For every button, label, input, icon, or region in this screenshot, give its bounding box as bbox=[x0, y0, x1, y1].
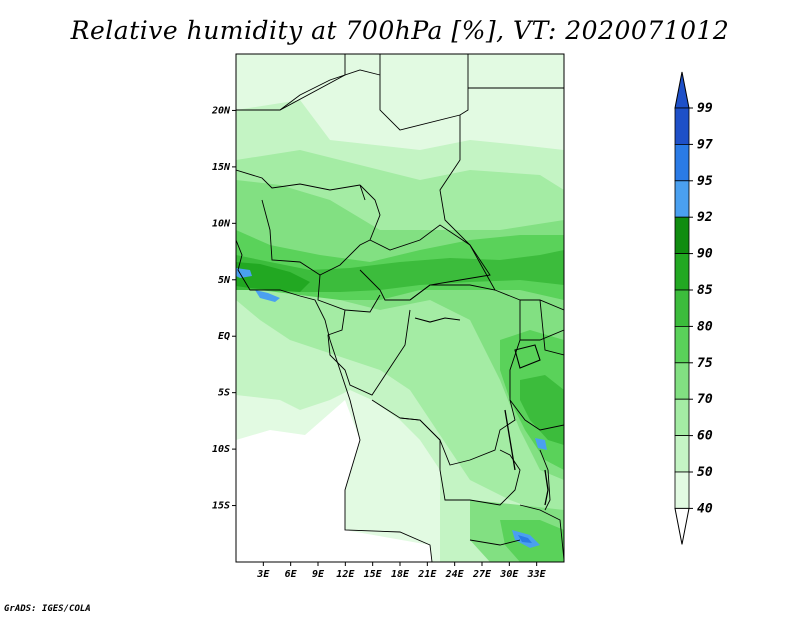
lat-tick-label: 10N bbox=[212, 218, 231, 229]
colorbar-label: 80 bbox=[697, 319, 713, 334]
border-nigeria bbox=[261, 199, 371, 276]
humidity-patch-95-lake bbox=[535, 438, 547, 450]
colorbar-label: 92 bbox=[697, 210, 713, 225]
border-tanzania bbox=[509, 399, 564, 431]
border-congo bbox=[327, 309, 411, 396]
colorbar-label: 50 bbox=[697, 465, 713, 480]
colorbar-bottom-arrow bbox=[674, 507, 690, 545]
lake-tanganyika bbox=[504, 409, 516, 471]
colorbar-segment bbox=[674, 253, 690, 291]
lon-tick-label: 3E bbox=[256, 569, 270, 580]
river-congo bbox=[414, 317, 461, 323]
humidity-patch-97-south bbox=[518, 535, 532, 543]
lon-tick-label: 12E bbox=[336, 569, 355, 580]
border-sahara bbox=[236, 54, 346, 111]
colorbar-segment bbox=[674, 143, 690, 182]
grads-credit: GrADS: IGES/COLA bbox=[4, 604, 91, 614]
humidity-field bbox=[236, 54, 564, 562]
lat-tick-label: 20N bbox=[211, 105, 231, 116]
colorbar-segment bbox=[674, 180, 690, 218]
lat-tick-label: 15S bbox=[212, 501, 230, 512]
colorbar-label: 60 bbox=[697, 429, 713, 444]
lon-tick-label: 33E bbox=[527, 569, 547, 580]
border-malawi bbox=[539, 449, 551, 511]
humidity-region-85 bbox=[236, 262, 310, 292]
colorbar-segment bbox=[674, 398, 690, 437]
border-zimbabwe bbox=[469, 539, 521, 546]
lon-tick-label: 6E bbox=[285, 569, 298, 580]
colorbar-label: 97 bbox=[697, 137, 713, 152]
lat-tick-label: 5N bbox=[218, 275, 231, 286]
border-west-coast bbox=[236, 239, 351, 401]
colorbar-segment bbox=[674, 471, 690, 509]
lat-tick-label: 5S bbox=[218, 388, 230, 399]
lon-tick-label: 21E bbox=[417, 569, 437, 580]
colorbar-label: 70 bbox=[697, 392, 713, 407]
lon-axis: 3E 6E 9E 12E 15E 18E 21E 24E 27E 30E 33E bbox=[256, 562, 547, 580]
lon-tick-label: 30E bbox=[499, 569, 519, 580]
lat-tick-label: 10S bbox=[212, 444, 230, 455]
lat-tick-label: 15N bbox=[212, 162, 231, 173]
colorbar-label: 90 bbox=[697, 247, 713, 262]
border-angola-east bbox=[399, 417, 470, 501]
humidity-patch-95-coast bbox=[255, 290, 280, 302]
colorbar-segment bbox=[674, 435, 690, 473]
border-chad-east bbox=[359, 184, 381, 241]
lon-tick-label: 24E bbox=[445, 569, 465, 580]
colorbar: 99 97 95 92 90 85 80 75 70 60 50 40 bbox=[674, 71, 713, 545]
humidity-region-80 bbox=[236, 250, 564, 292]
colorbar-label: 99 bbox=[697, 101, 713, 116]
border-east-2 bbox=[520, 329, 564, 341]
lon-tick-label: 27E bbox=[472, 569, 492, 580]
lat-tick-label: EQ bbox=[218, 331, 230, 342]
colorbar-segment bbox=[674, 325, 690, 364]
border-kenya bbox=[539, 299, 564, 356]
colorbar-label: 40 bbox=[697, 501, 713, 516]
colorbar-segment bbox=[674, 362, 690, 400]
border-niger-chad bbox=[379, 54, 469, 131]
colorbar-label: 85 bbox=[697, 283, 713, 298]
lake-malawi bbox=[544, 469, 549, 506]
border-zambia bbox=[469, 449, 521, 506]
colorbar-label: 95 bbox=[697, 174, 713, 189]
border-angola bbox=[344, 399, 433, 562]
lon-tick-label: 15E bbox=[364, 569, 383, 580]
border-cameroon-n bbox=[359, 184, 366, 201]
colorbar-label: 75 bbox=[697, 356, 713, 371]
country-borders bbox=[236, 54, 564, 562]
border-mali-niger bbox=[279, 69, 381, 111]
border-sudan bbox=[439, 115, 496, 291]
lon-tick-label: 18E bbox=[391, 569, 410, 580]
colorbar-top-arrow bbox=[674, 71, 690, 109]
colorbar-segment bbox=[674, 216, 690, 254]
lat-axis: 20N 15N 10N 5N EQ 5S 10S 15S bbox=[211, 105, 236, 512]
lon-tick-label: 9E bbox=[312, 569, 325, 580]
humidity-patch-95-west bbox=[236, 268, 252, 278]
border-car bbox=[359, 224, 491, 301]
border-sahel bbox=[236, 169, 361, 191]
colorbar-segment bbox=[674, 289, 690, 327]
border-mozambique bbox=[519, 504, 564, 561]
map-title: Relative humidity at 700hPa [%], VT: 202… bbox=[70, 16, 730, 45]
colorbar-segment bbox=[674, 107, 690, 145]
lake-victoria bbox=[514, 344, 541, 369]
